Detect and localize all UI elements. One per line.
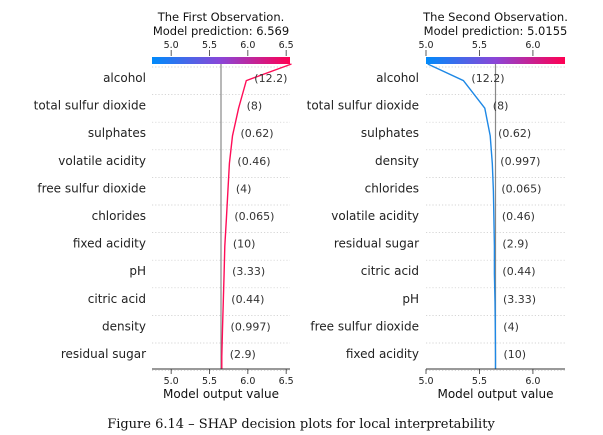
x-tick-label: 5.0	[164, 376, 179, 387]
feature-label: density	[375, 154, 419, 168]
feature-value-label: (0.62)	[498, 127, 531, 140]
feature-label: pH	[402, 292, 419, 306]
figure-caption: Figure 6.14 – SHAP decision plots for lo…	[107, 417, 495, 432]
feature-value-label: (0.44)	[231, 293, 264, 306]
feature-label: total sulfur dioxide	[34, 99, 146, 113]
decision-plot-1: The First Observation.Model prediction: …	[34, 10, 294, 401]
feature-value-label: (3.33)	[232, 265, 265, 278]
model-prediction-label: Model prediction: 6.569	[153, 24, 289, 38]
feature-value-label: (10)	[504, 348, 527, 361]
top-tick-label: 5.5	[202, 40, 217, 51]
feature-value-label: (3.33)	[503, 293, 536, 306]
feature-value-label: (8)	[247, 100, 263, 113]
feature-value-label: (0.46)	[237, 155, 270, 168]
color-bar	[426, 57, 565, 64]
feature-label: residual sugar	[61, 347, 146, 361]
x-tick-label: 6.5	[279, 376, 294, 387]
top-tick-label: 5.0	[164, 40, 179, 51]
feature-value-label: (0.44)	[502, 265, 535, 278]
feature-label: total sulfur dioxide	[307, 99, 419, 113]
feature-value-label: (0.62)	[241, 127, 274, 140]
feature-label: pH	[129, 264, 146, 278]
feature-label: free sulfur dioxide	[37, 181, 146, 195]
feature-value-label: (12.2)	[471, 72, 504, 85]
feature-label: sulphates	[88, 126, 146, 140]
feature-label: chlorides	[92, 209, 146, 223]
model-prediction-label: Model prediction: 5.0155	[424, 24, 568, 38]
feature-value-label: (4)	[236, 182, 252, 195]
feature-value-label: (2.9)	[502, 238, 528, 251]
feature-value-label: (0.997)	[231, 320, 271, 333]
x-axis-label: Model output value	[437, 387, 553, 401]
top-tick-label: 6.0	[240, 40, 255, 51]
plot-title: The First Observation.	[157, 10, 285, 24]
decision-path-line	[221, 63, 292, 369]
decision-plot-2: The Second Observation.Model prediction:…	[307, 10, 568, 401]
top-tick-label: 5.5	[472, 40, 487, 51]
feature-label: residual sugar	[334, 237, 419, 251]
x-tick-label: 6.0	[525, 376, 540, 387]
feature-value-label: (0.065)	[234, 210, 274, 223]
feature-label: volatile acidity	[58, 154, 146, 168]
x-tick-label: 6.0	[240, 376, 255, 387]
feature-label: free sulfur dioxide	[310, 319, 419, 333]
feature-label: citric acid	[88, 292, 146, 306]
top-tick-label: 5.0	[418, 40, 433, 51]
feature-value-label: (2.9)	[230, 348, 256, 361]
feature-label: density	[102, 319, 146, 333]
feature-label: volatile acidity	[331, 209, 419, 223]
feature-value-label: (10)	[233, 238, 256, 251]
x-tick-label: 5.5	[472, 376, 487, 387]
feature-value-label: (8)	[493, 100, 509, 113]
feature-value-label: (0.997)	[500, 155, 540, 168]
feature-label: citric acid	[361, 264, 419, 278]
top-tick-label: 6.5	[279, 40, 294, 51]
feature-value-label: (4)	[503, 320, 519, 333]
x-axis-label: Model output value	[163, 387, 279, 401]
x-tick-label: 5.5	[202, 376, 217, 387]
feature-label: fixed acidity	[346, 347, 419, 361]
feature-label: alcohol	[103, 71, 146, 85]
feature-label: alcohol	[376, 71, 419, 85]
feature-value-label: (0.46)	[502, 210, 535, 223]
decision-path-line	[427, 63, 497, 369]
feature-label: fixed acidity	[73, 237, 146, 251]
feature-label: chlorides	[365, 181, 419, 195]
feature-value-label: (12.2)	[254, 72, 287, 85]
feature-value-label: (0.065)	[501, 182, 541, 195]
color-bar	[152, 57, 290, 64]
plot-title: The Second Observation.	[422, 10, 568, 24]
feature-label: sulphates	[361, 126, 419, 140]
x-tick-label: 5.0	[418, 376, 433, 387]
top-tick-label: 6.0	[525, 40, 540, 51]
